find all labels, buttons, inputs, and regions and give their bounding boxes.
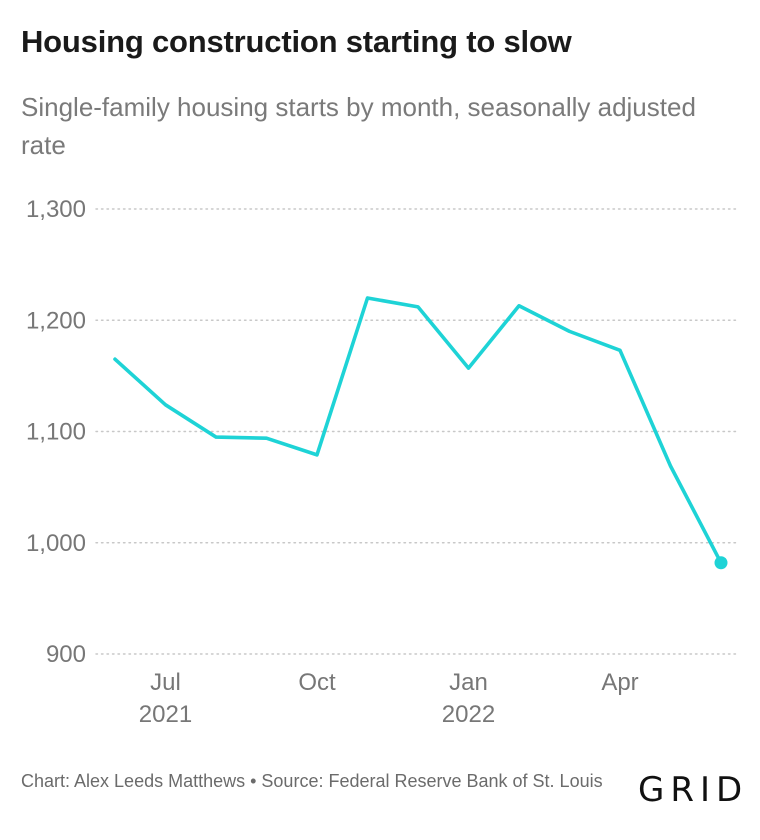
end-point-marker bbox=[714, 556, 728, 570]
x-axis-ticks: Jul 2021 Oct Jan 2022 Apr bbox=[139, 669, 639, 728]
data-point bbox=[416, 305, 420, 309]
x-tick-label: Oct bbox=[298, 669, 336, 696]
chart-subtitle: Single-family housing starts by month, s… bbox=[21, 92, 696, 160]
data-point bbox=[265, 436, 269, 440]
data-point bbox=[568, 329, 572, 333]
data-point bbox=[366, 296, 370, 300]
data-point bbox=[315, 453, 319, 457]
y-tick-label: 1,000 bbox=[26, 530, 86, 557]
data-point bbox=[517, 304, 521, 308]
x-tick-year-label: 2021 bbox=[139, 701, 192, 728]
data-point bbox=[467, 366, 471, 370]
chart-title: Housing construction starting to slow bbox=[21, 24, 572, 59]
x-tick-label: Apr bbox=[601, 669, 638, 696]
gridlines bbox=[95, 208, 737, 655]
y-tick-label: 1,200 bbox=[26, 307, 86, 334]
data-point bbox=[618, 348, 622, 352]
data-point bbox=[214, 435, 218, 439]
data-point bbox=[669, 464, 673, 468]
y-tick-label: 1,100 bbox=[26, 419, 86, 446]
x-tick-year-label: 2022 bbox=[442, 701, 495, 728]
data-point bbox=[113, 357, 117, 361]
y-tick-label: 900 bbox=[46, 641, 86, 668]
series-line bbox=[113, 296, 723, 565]
x-tick-label: Jul bbox=[150, 669, 181, 696]
grid-logo: GRID bbox=[638, 770, 749, 810]
series bbox=[113, 296, 728, 570]
line-chart: 1,300 1,200 1,100 1,000 900 Jul 2021 Oct Jan 202… bbox=[26, 196, 737, 728]
y-axis-ticks: 1,300 1,200 1,100 1,000 900 bbox=[26, 196, 86, 668]
x-tick-label: Jan bbox=[449, 669, 488, 696]
data-point bbox=[164, 403, 168, 407]
y-tick-label: 1,300 bbox=[26, 196, 86, 223]
chart-credit: Chart: Alex Leeds Matthews • Source: Fed… bbox=[21, 771, 603, 791]
